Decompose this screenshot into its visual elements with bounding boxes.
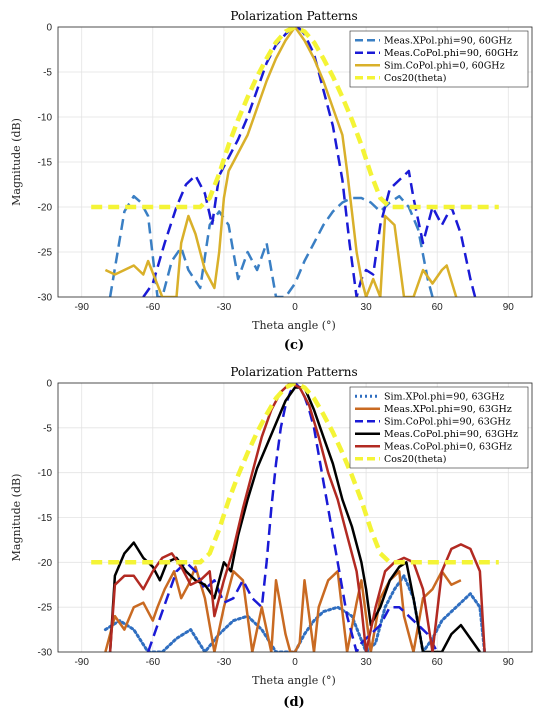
chart-title: Polarization Patterns bbox=[230, 365, 357, 379]
legend-entry-2: Sim.CoPol.phi=0, 60GHz bbox=[384, 61, 505, 72]
chart-title: Polarization Patterns bbox=[230, 9, 357, 23]
series-line-0 bbox=[108, 194, 434, 297]
y-tick-label: -15 bbox=[38, 158, 53, 169]
series-line-2 bbox=[104, 27, 458, 297]
axes-box bbox=[57, 382, 533, 653]
legend: Sim.XPol.phi=90, 63GHzMeas.XPol.phi=90, … bbox=[349, 386, 529, 469]
series-line-5 bbox=[91, 383, 499, 565]
legend-entry-3: Meas.CoPol.phi=90, 63GHz bbox=[384, 429, 518, 440]
axes-box bbox=[57, 26, 533, 298]
y-tick-label: -30 bbox=[38, 648, 53, 659]
y-tick-label: -25 bbox=[38, 248, 53, 259]
x-tick-label: -30 bbox=[217, 302, 232, 313]
x-tick-label: 90 bbox=[503, 657, 515, 668]
panel-label: (c) bbox=[284, 338, 304, 353]
y-tick-label: 0 bbox=[46, 23, 52, 34]
x-tick-label: 30 bbox=[361, 657, 373, 668]
legend-entry-5: Cos20(theta) bbox=[384, 454, 446, 465]
series-line-1 bbox=[142, 27, 477, 297]
series-line-1 bbox=[104, 565, 462, 652]
legend-entry-4: Meas.CoPol.phi=0, 63GHz bbox=[384, 442, 512, 453]
x-tick-label: -90 bbox=[74, 302, 89, 313]
y-tick-label: -20 bbox=[38, 558, 53, 569]
y-tick-label: -30 bbox=[38, 293, 53, 304]
y-tick-label: -5 bbox=[43, 423, 52, 434]
chart-c: -90 -60 -30 0 30 60 90 0 -5 -10 -15 -20 -25 -30 Polari… bbox=[10, 9, 533, 353]
legend-entry-0: Sim.XPol.phi=90, 63GHz bbox=[384, 392, 504, 403]
legend-box bbox=[349, 386, 529, 469]
y-tick-label: -10 bbox=[38, 113, 53, 124]
series-line-2 bbox=[146, 383, 439, 652]
x-tick-label: 30 bbox=[361, 302, 373, 313]
series-line-4 bbox=[108, 383, 486, 652]
legend: Meas.XPol.phi=90, 60GHzMeas.CoPol.phi=90… bbox=[349, 30, 529, 88]
legend-entry-1: Meas.XPol.phi=90, 63GHz bbox=[384, 404, 512, 415]
x-tick-label: 0 bbox=[292, 302, 298, 313]
legend-entry-1: Meas.CoPol.phi=90, 60GHz bbox=[384, 48, 518, 59]
x-tick-label: 0 bbox=[292, 657, 298, 668]
legend-entry-3: Cos20(theta) bbox=[384, 73, 446, 84]
y-tick-label: -15 bbox=[38, 513, 53, 524]
x-tick-label: 90 bbox=[503, 302, 515, 313]
legend-entry-0: Meas.XPol.phi=90, 60GHz bbox=[384, 36, 512, 47]
x-tick-label: 60 bbox=[432, 657, 444, 668]
x-axis-title: Theta angle (°) bbox=[252, 674, 336, 687]
series-group bbox=[91, 383, 499, 652]
x-tick-label: -60 bbox=[146, 302, 161, 313]
panel-label: (d) bbox=[283, 695, 304, 710]
y-tick-label: -5 bbox=[43, 68, 52, 79]
x-axis-title: Theta angle (°) bbox=[252, 319, 336, 332]
series-line-3 bbox=[91, 27, 499, 210]
x-tick-label: 60 bbox=[432, 302, 444, 313]
series-group bbox=[91, 27, 499, 297]
y-tick-label: -10 bbox=[38, 468, 53, 479]
y-tick-label: 0 bbox=[46, 379, 52, 390]
x-tick-label: -60 bbox=[146, 657, 161, 668]
y-axis-title: Magnitude (dB) bbox=[10, 118, 23, 206]
y-tick-label: -20 bbox=[38, 203, 53, 214]
chart-d: -90 -60 -30 0 30 60 90 0 -5 -10 -15 -20 -25 -30 Polari… bbox=[10, 365, 533, 710]
x-tick-label: -30 bbox=[217, 657, 232, 668]
y-tick-label: -25 bbox=[38, 603, 53, 614]
y-axis-title: Magnitude (dB) bbox=[10, 474, 23, 562]
x-tick-label: -90 bbox=[74, 657, 89, 668]
legend-entry-2: Sim.CoPol.phi=90, 63GHz bbox=[384, 417, 511, 428]
